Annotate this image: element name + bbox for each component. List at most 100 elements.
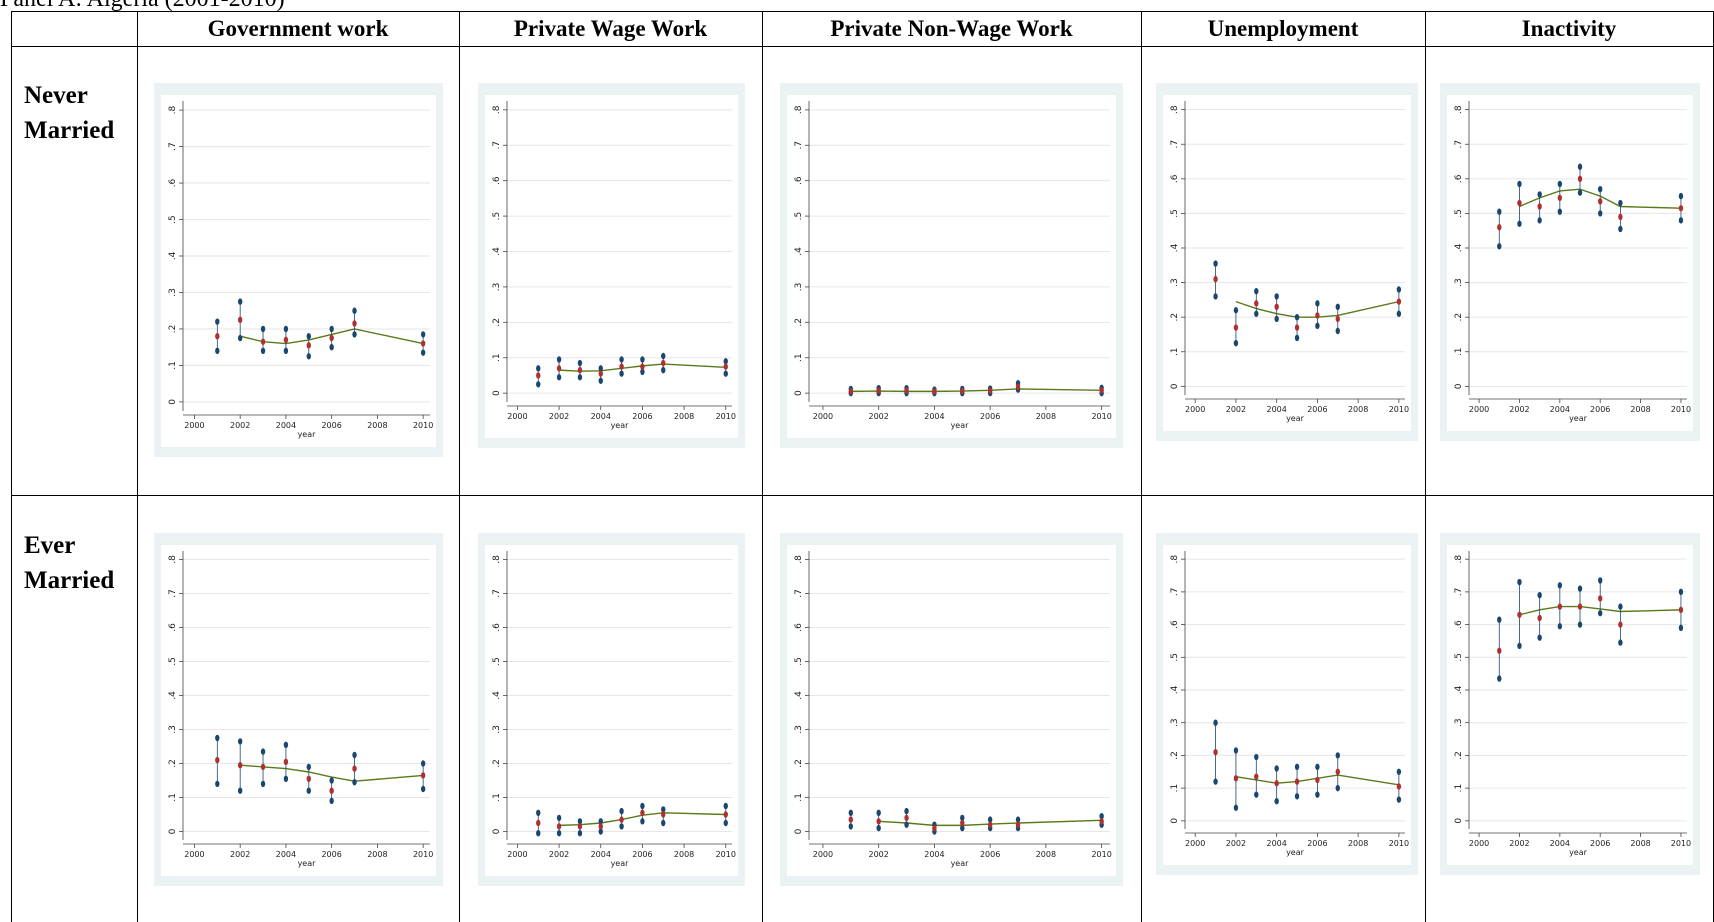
ci-lower (876, 824, 881, 832)
x-tick-label: 2008 (674, 850, 694, 859)
ci-lower (598, 828, 603, 835)
x-axis-label: year (1286, 414, 1305, 423)
estimate (1396, 298, 1402, 305)
y-tick-label: .3 (1170, 278, 1180, 287)
estimate (260, 338, 266, 345)
estimate (1254, 773, 1259, 780)
estimate (329, 334, 334, 342)
estimate (1517, 611, 1522, 618)
y-tick-label: .8 (794, 555, 804, 564)
ci-upper (1598, 186, 1603, 193)
x-tick-label: 2004 (591, 412, 611, 421)
plot-region (161, 545, 436, 876)
chart: 0 .1 .2 .3 .4 .5 .6 .7 .8 2000 2002 2004 2006 2008 201… (780, 83, 1123, 448)
y-tick-label: .4 (492, 691, 502, 700)
y-tick-label: .1 (794, 793, 804, 802)
y-tick-label: .7 (168, 589, 178, 598)
ci-upper (1315, 763, 1320, 771)
estimate (960, 819, 965, 827)
x-tick-label: 2002 (549, 850, 569, 859)
ci-upper (876, 809, 881, 816)
estimate (723, 811, 728, 818)
ci-upper (1213, 719, 1218, 726)
ci-lower (556, 830, 562, 837)
x-tick-label: 2002 (230, 850, 250, 859)
ci-lower (1577, 189, 1583, 196)
y-tick-label: .3 (492, 725, 502, 734)
estimate (848, 816, 854, 823)
estimate (1315, 312, 1320, 319)
y-tick-label: .2 (1170, 313, 1180, 322)
ci-upper (1254, 753, 1259, 761)
y-tick-label: 0 (1454, 383, 1464, 389)
estimate (1294, 778, 1300, 785)
ci-upper (1274, 293, 1279, 300)
fit-line (850, 388, 1102, 393)
ci-upper (1099, 813, 1104, 820)
y-tick-label: .8 (1170, 105, 1180, 114)
estimate (1396, 783, 1402, 790)
y-tick-label: .8 (1170, 555, 1180, 564)
y-tick-label: .7 (1454, 140, 1464, 149)
y-tick-label: .2 (1170, 751, 1180, 760)
table-border (1141, 11, 1142, 922)
y-tick-label: .5 (1454, 653, 1464, 662)
estimate (932, 824, 937, 832)
y-tick-label: .2 (1454, 313, 1464, 322)
ci-upper (420, 760, 426, 767)
ci-lower (352, 779, 357, 786)
ci-upper (1335, 752, 1340, 759)
estimate (1557, 194, 1563, 202)
estimate (1537, 614, 1542, 622)
y-tick-label: .3 (1170, 718, 1180, 727)
ci-upper (329, 325, 334, 333)
x-tick-label: 2002 (230, 421, 250, 430)
estimate (577, 366, 583, 374)
plot-region (1163, 545, 1411, 865)
table-border (11, 46, 1714, 47)
y-tick-label: .7 (168, 142, 178, 151)
ci-lower (640, 818, 645, 825)
y-tick-label: .3 (794, 283, 804, 292)
y-tick-label: .7 (1170, 140, 1180, 149)
ci-lower (1678, 624, 1684, 632)
ci-upper (1315, 300, 1320, 307)
x-tick-label: 2006 (980, 412, 1000, 421)
estimate (237, 316, 243, 324)
x-axis-label: year (298, 859, 317, 868)
table-border (1425, 11, 1426, 922)
ci-upper (1233, 307, 1239, 314)
x-tick-label: 2006 (632, 412, 652, 421)
ci-upper (556, 814, 562, 822)
y-tick-label: 0 (1170, 818, 1180, 824)
ci-lower (329, 343, 334, 351)
ci-upper (329, 777, 334, 784)
y-tick-label: 0 (168, 399, 178, 405)
chart: 0 .1 .2 .3 .4 .5 .6 .7 .8 2000 2002 2004 2006 2008 201… (478, 533, 745, 886)
y-tick-label: 0 (1170, 383, 1180, 389)
ci-lower (306, 353, 311, 360)
estimate (1598, 595, 1603, 602)
y-tick-label: .5 (492, 657, 502, 666)
estimate (1598, 198, 1603, 205)
y-tick-label: .6 (168, 623, 178, 632)
estimate (987, 821, 993, 828)
x-tick-label: 2004 (591, 850, 611, 859)
x-tick-label: 2006 (1590, 405, 1610, 414)
x-tick-label: 2000 (1185, 839, 1205, 848)
chart: 0 .1 .2 .3 .4 .5 .6 .7 .8 2000 2002 2004 2006 2008 201… (780, 533, 1123, 886)
estimate (640, 363, 645, 370)
chart: 0 .1 .2 .3 .4 .5 .6 .7 .8 2000 2002 2004 2006 2008 201… (154, 83, 443, 457)
ci-upper (1537, 591, 1542, 599)
panel-title: Panel A: Algeria (2001-2010) (0, 0, 285, 12)
estimate (1274, 780, 1279, 787)
x-tick-label: 2002 (549, 412, 569, 421)
ci-lower (1213, 293, 1218, 300)
y-tick-label: .4 (794, 691, 804, 700)
estimate (598, 370, 603, 377)
estimate (577, 823, 583, 830)
ci-lower (1577, 621, 1583, 628)
ci-upper (237, 298, 243, 305)
table-border (137, 11, 138, 922)
y-tick-label: .5 (1170, 653, 1180, 662)
